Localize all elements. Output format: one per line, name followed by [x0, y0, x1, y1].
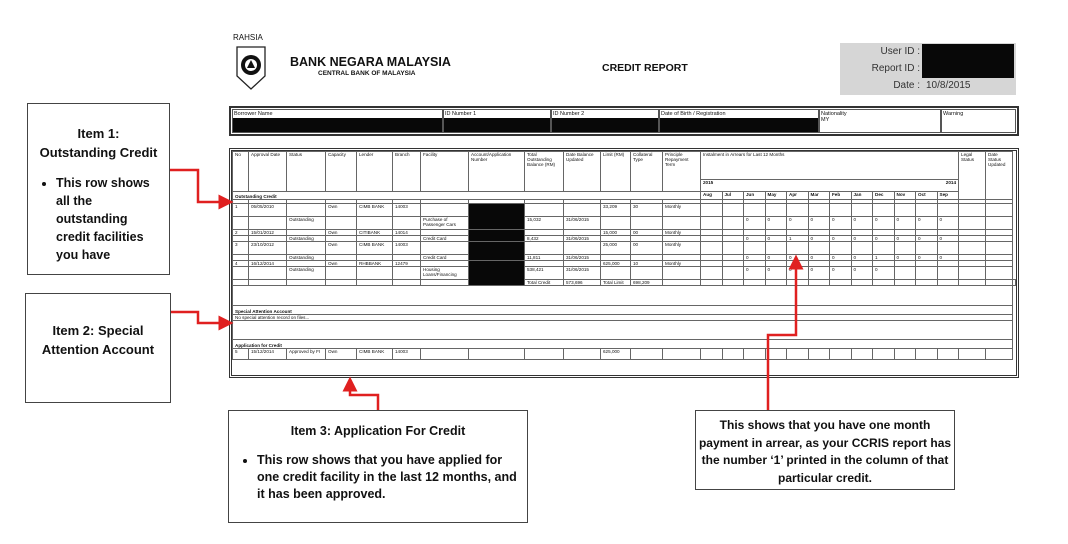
report-date: 10/8/2015 [926, 80, 971, 91]
col-label: Warning [943, 111, 964, 117]
column-header: Limit (RM) [600, 151, 631, 192]
arrow-item2 [171, 310, 234, 331]
table-cell [662, 235, 701, 243]
col-label: Borrower Name [234, 111, 273, 117]
date-label: Date : [893, 80, 920, 91]
callout-text: This row shows that you have applied for… [257, 452, 519, 503]
callout-outstanding-credit: Item 1: Outstanding Credit This row show… [27, 103, 170, 275]
report-title: CREDIT REPORT [602, 62, 688, 74]
column-header: Approval Date [248, 151, 287, 192]
credit-report-table: No Approval Date Status Capacity Lender Branc… [229, 148, 1019, 378]
empty-cell [662, 348, 701, 361]
table-cell: 5 [232, 348, 249, 361]
table-cell: 14003 [392, 348, 421, 361]
bank-name: BANK NEGARA MALAYSIA [290, 55, 451, 69]
column-header: Legal Status [958, 151, 987, 200]
borrower-name-cell: Borrower Name [232, 109, 443, 133]
col-label: ID Number 1 [445, 111, 477, 117]
user-id-label: User ID : [880, 46, 920, 57]
report-id-redacted [922, 61, 1014, 78]
empty-cell [1012, 279, 1016, 287]
col-label: Date of Birth / Registration [661, 111, 726, 117]
column-header: Date Status Updated [985, 151, 1014, 200]
empty-cell [985, 348, 1014, 361]
table-cell [985, 235, 1014, 243]
user-id-redacted [922, 44, 1014, 61]
table-cell: Credit Card [420, 235, 469, 243]
account-number-redacted [468, 241, 525, 262]
column-header: Capacity [325, 151, 357, 192]
empty-cell [985, 279, 1014, 287]
bank-crest-logo [236, 46, 266, 90]
year-right: 2014 [945, 180, 957, 186]
arrears-header: Instalment in Arrears for Last 12 Months [699, 151, 960, 180]
facility-row: 3 23/10/2012 Own CIMB BANK 14003 25,000 00 Mont… [232, 241, 1016, 262]
report-id-label: Report ID : [871, 63, 920, 74]
report-table: No Approval Date Status Capacity Lender Branc… [231, 151, 1016, 361]
nationality-value: MY [821, 117, 830, 123]
callout-text: This row shows all the outstanding credi… [56, 174, 159, 264]
empty-cell [662, 279, 701, 287]
arrow-arrears [766, 254, 804, 410]
application-row: 5 15/12/2014 Approved by FI Own CIMB BANK 140… [232, 348, 1016, 361]
callout-title: Item 1: Outstanding Credit [39, 126, 158, 160]
id-number-2-cell: ID Number 2 [551, 109, 659, 133]
facility-status-row: Outstanding Purchase of Passenger Cars 15,… [232, 216, 1016, 230]
header-row: No Approval Date Status Capacity Lender Branc… [232, 151, 1016, 200]
dob-cell: Date of Birth / Registration [659, 109, 819, 133]
facility-row: 4 16/12/2014 Own RHBBANK 12479 625,000 10 Month… [232, 260, 1016, 287]
total-row: Total Credit 573,696 Total Limit 698,209 [232, 279, 1016, 287]
facility-status-row: Outstanding Credit Card 11,811 31/06/2015 0 0… [232, 254, 1016, 262]
facility-status-row: Outstanding Credit Card 8,432 31/06/2015 0 0 1… [232, 235, 1016, 243]
table-cell: 15/12/2014 [248, 348, 287, 361]
table-cell: Monthly [662, 260, 701, 268]
empty-cell [985, 260, 1014, 268]
callout-application: Item 3: Application For Credit This row … [228, 410, 528, 523]
column-header: Principle Repayment Term [662, 151, 701, 192]
id-number-1-cell: ID Number 1 [443, 109, 551, 133]
col-label: Nationality [821, 111, 847, 117]
facility-status-row: Outstanding Housing Loans/Financing 538,42… [232, 266, 1016, 281]
arrow-item1 [170, 168, 234, 210]
report-id-box: User ID : Report ID : Date : 10/8/2015 [840, 43, 1016, 95]
borrower-info: Borrower Name ID Number 1 ID Number 2 Da… [229, 106, 1019, 136]
account-number-redacted [468, 203, 525, 230]
callout-title: Item 3: Application For Credit [290, 424, 466, 438]
column-header: Total Outstanding Balance (RM) [524, 151, 564, 192]
table-cell: 625,000 [600, 348, 631, 361]
column-header: Date Balance Updated [563, 151, 601, 192]
col-label: ID Number 2 [553, 111, 585, 117]
account-number-redacted [468, 228, 525, 243]
callout-special-attention: Item 2: Special Attention Account [25, 293, 171, 403]
account-number-redacted [468, 260, 525, 287]
warning-cell: Warning [941, 109, 1016, 133]
callout-arrears-note: This shows that you have one month payme… [695, 410, 955, 490]
arrow-item3 [342, 376, 380, 410]
empty-cell [420, 279, 469, 287]
year-left: 2015 [703, 180, 714, 186]
table-cell: Credit Card [420, 254, 469, 262]
bank-subtitle: CENTRAL BANK OF MALAYSIA [318, 70, 416, 77]
nationality-cell: Nationality MY [819, 109, 941, 133]
classification-label: RAHSIA [233, 33, 263, 42]
